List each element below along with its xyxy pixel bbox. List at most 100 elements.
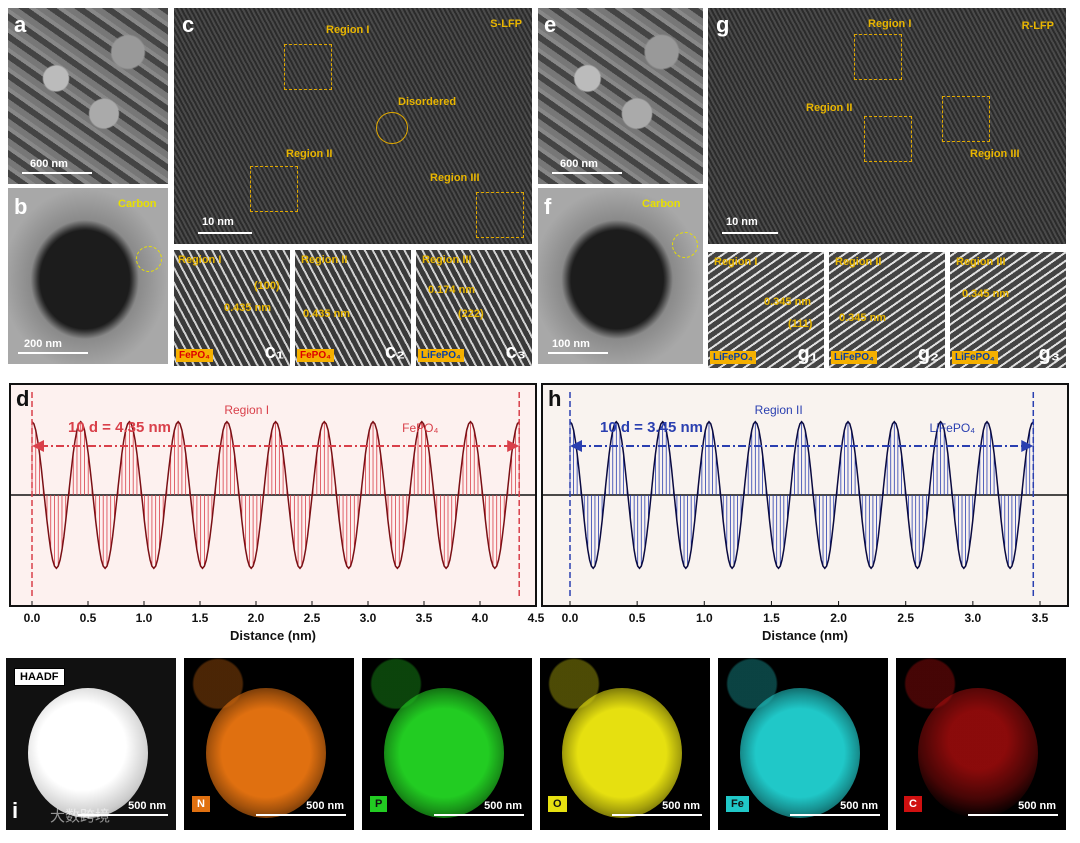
region-1-box [854,34,902,80]
region-2-box [250,166,298,212]
region-label: Region I [178,254,222,266]
scale-bar [78,814,168,816]
hrtem-image-c: c S-LFP Region I Disordered Region II Re… [174,8,532,244]
d-spacing-label: 0.345 nm [962,288,1010,300]
region-label: Region II [835,256,882,268]
x-tick-label: 0.0 [562,611,579,625]
scale-bar [548,352,608,354]
scale-label: 500 nm [1018,800,1056,812]
region-title: Region I [224,403,269,417]
scale-bar [968,814,1058,816]
hrtem-inset-c3: Region III 0.174 nm (222) LiFePO₄ c₃ [416,250,532,366]
profile-curve [569,420,1034,570]
profile-curve [31,420,520,570]
scale-bar [612,814,702,816]
chart-d: d 10 d = 4.35 nm Region I FePO₄ 0.0 0.5 1.0 1.5… [9,383,545,643]
hrtem-inset-c2: Region II 0.435 nm FePO₄ c₂ [295,250,411,366]
region-2-label: Region II [286,148,333,160]
element-label: O [548,796,567,812]
sub-letter: g₁ [797,343,819,365]
tem-image-f: f Carbon 100 nm [538,188,703,364]
d-spacing-label: 0.345 nm [839,312,887,324]
region-3-label: Region III [970,148,1020,160]
x-tick-label: 2.0 [248,611,265,625]
carbon-circle [672,232,698,258]
x-tick-label: 1.0 [696,611,713,625]
x-axis-label: Distance (nm) [762,628,848,643]
region-1-box [284,44,332,90]
x-tick-label: 3.0 [965,611,982,625]
panel-letter-e: e [544,12,557,37]
region-1-label: Region I [868,18,912,30]
region-label: Region I [714,256,758,268]
element-label: P [370,796,388,812]
element-label: N [192,796,210,812]
period-annotation: 10 d = 4.35 nm [68,419,171,436]
particle-signal [206,688,326,818]
eds-map-n: N 500 nm [184,658,354,830]
panel-letter-g: g [716,12,730,37]
scale-bar [198,232,252,234]
panel-letter-b: b [14,194,28,219]
eds-map-o: O 500 nm [540,658,710,830]
sub-letter: c₁ [264,341,284,363]
particle-signal [562,688,682,818]
d-spacing-label: 0.435 nm [303,308,351,320]
scale-bar [722,232,778,234]
phase-tag: FePO₄ [297,349,334,362]
phase-label: LiFePO₄ [929,421,975,435]
plane-label: (100) [254,280,280,292]
x-tick-label: 1.0 [136,611,153,625]
particle-signal [384,688,504,818]
scale-label: 200 nm [24,338,62,350]
x-tick-label: 1.5 [763,611,780,625]
line-profile-charts: d 10 d = 4.35 nm Region I FePO₄ 0.0 0.5 1.0 1.5… [9,383,1069,643]
x-tick-label: 3.5 [1032,611,1049,625]
region-1-label: Region I [326,24,370,36]
d-spacing-label: 0.345 nm [764,296,812,308]
x-tick-label: 2.5 [304,611,321,625]
element-label: Fe [726,796,749,812]
tem-image-b: b Carbon 200 nm [8,188,168,364]
sample-title: R-LFP [1021,20,1054,32]
region-3-label: Region III [430,172,480,184]
scale-label: 500 nm [840,800,878,812]
sub-letter: c₃ [505,341,526,363]
particle-signal [918,688,1038,818]
scale-label: 500 nm [484,800,522,812]
panel-letter-c: c [182,12,195,37]
phase-tag: LiFePO₄ [831,351,877,364]
phase-tag: FePO₄ [176,349,213,362]
phase-label: FePO₄ [402,421,438,435]
x-tick-label: 3.5 [416,611,433,625]
carbon-label: Carbon [118,198,157,210]
region-2-label: Region II [806,102,853,114]
carbon-label: Carbon [642,198,681,210]
hrtem-inset-g1: Region I 0.345 nm (111) LiFePO₄ g₁ [708,252,824,368]
sem-image-e: e 600 nm [538,8,703,184]
carbon-circle [136,246,162,272]
region-label: Region III [422,254,472,266]
scale-bar [790,814,880,816]
region-2-box [864,116,912,162]
scale-label: 500 nm [662,800,700,812]
x-tick-label: 0.5 [629,611,646,625]
phase-tag: LiFePO₄ [418,349,464,362]
disordered-circle [376,112,408,144]
hrtem-inset-g3: Region III 0.345 nm LiFePO₄ g₃ [950,252,1066,368]
sample-title: S-LFP [490,18,522,30]
hrtem-inset-c1: Region I (100) 0.435 nm FePO₄ c₁ [174,250,290,366]
region-3-box [942,96,990,142]
scale-bar [22,172,92,174]
chart-h: h 10 d = 3.45 nm Region II LiFePO₄ 0.0 0.5 1.0… [541,383,1069,643]
x-tick-label: 2.0 [830,611,847,625]
panel-letter-a: a [14,12,27,37]
scale-label: 600 nm [30,158,68,170]
arrow-head-right [507,440,520,452]
panel-letter: d [16,386,29,411]
x-tick-label: 1.5 [192,611,209,625]
hrtem-image-g: g R-LFP Region I Region II Region III 10… [708,8,1066,244]
arrow-head-left [570,440,582,452]
region-title: Region II [755,403,803,417]
element-label: C [904,796,922,812]
